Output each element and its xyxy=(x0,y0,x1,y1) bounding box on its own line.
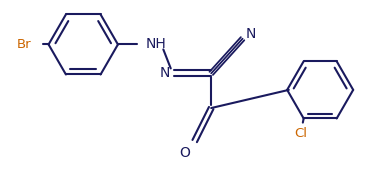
Text: Cl: Cl xyxy=(294,127,307,140)
Text: O: O xyxy=(179,146,190,160)
Text: Br: Br xyxy=(17,38,31,51)
Text: NH: NH xyxy=(145,37,166,52)
Text: N: N xyxy=(246,27,256,41)
Text: N: N xyxy=(159,66,170,80)
